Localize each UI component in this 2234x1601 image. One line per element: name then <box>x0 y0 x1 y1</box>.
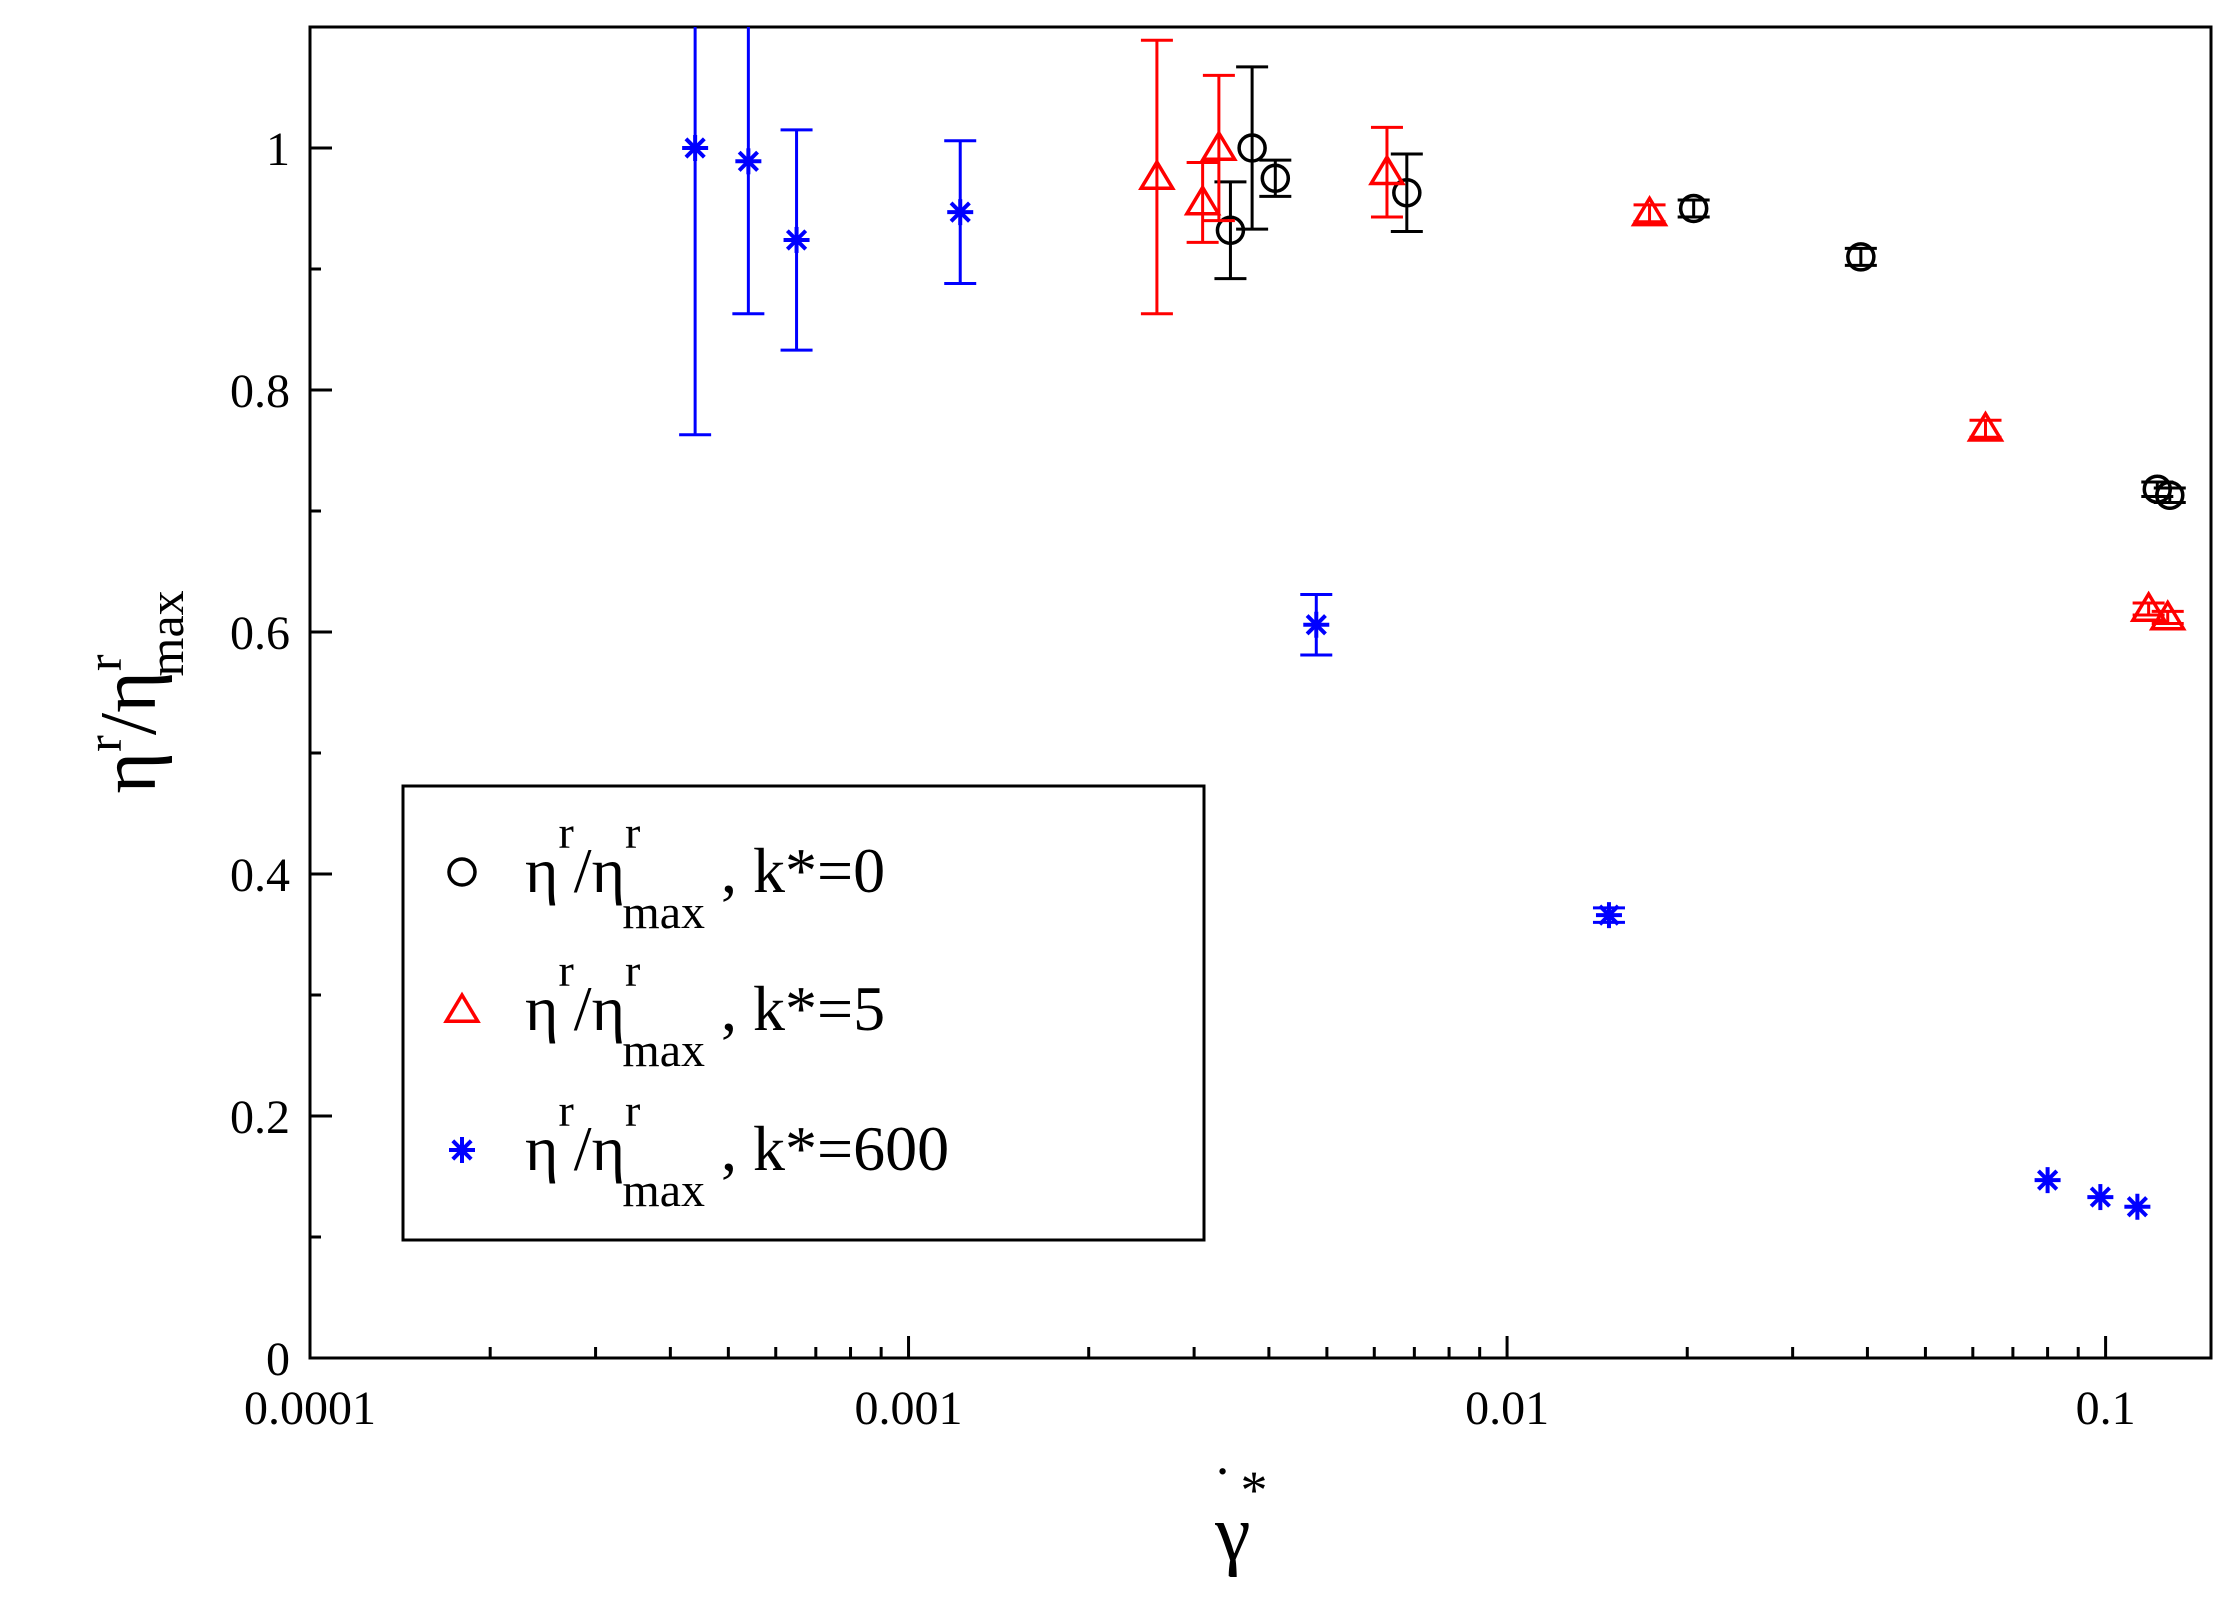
y-tick-label: 0.2 <box>230 1091 290 1144</box>
y-axis-label: ηr/ηr max <box>76 590 194 793</box>
legend-label: ηr/ηr max , k*=0 <box>525 807 885 939</box>
asterisk-stroke <box>2089 1186 2111 1208</box>
x-tick-label: 0.001 <box>855 1382 963 1435</box>
asterisk-stroke <box>737 150 759 172</box>
legend-marker <box>447 857 477 887</box>
series-1 <box>1138 38 2187 631</box>
x-axis-label: γ˙ * <box>1213 1455 1268 1578</box>
data-point <box>735 148 762 175</box>
asterisk-stroke <box>451 1139 473 1161</box>
data-point <box>2124 1193 2151 1220</box>
data-point <box>1200 129 1238 161</box>
data-point <box>783 226 810 253</box>
data-point <box>1595 902 1622 929</box>
data-point <box>1392 178 1422 208</box>
data-point <box>1138 158 1176 191</box>
x-tick-label: 0.1 <box>2076 1382 2136 1435</box>
asterisk-stroke <box>1305 614 1327 636</box>
error-bar <box>1140 38 1173 316</box>
y-axis-label-text: ηr/ηr max <box>76 590 194 793</box>
data-point <box>947 199 974 226</box>
series-0 <box>1214 65 2186 511</box>
legend-marker <box>449 1137 475 1163</box>
error-bar <box>1633 203 1666 224</box>
y-tick-label: 0.4 <box>230 849 290 902</box>
error-bar <box>1236 65 1269 231</box>
legend-entry-0: ηr/ηr max , k*=0 <box>447 807 885 939</box>
data-point <box>2034 1167 2061 1194</box>
asterisk-stroke <box>949 201 971 223</box>
plot-area-border <box>308 25 2213 1360</box>
legend-label: ηr/ηr max , k*=5 <box>525 945 885 1077</box>
data-point <box>682 135 709 161</box>
error-bar <box>1390 152 1423 233</box>
data-point <box>1630 194 1669 227</box>
asterisk-stroke <box>2126 1196 2148 1218</box>
asterisk-stroke <box>2036 1169 2059 1191</box>
asterisk-stroke <box>1598 904 1620 926</box>
data-point <box>2129 590 2168 623</box>
data-point <box>2087 1184 2114 1211</box>
x-tick-label: 0.0001 <box>244 1382 376 1435</box>
data-point <box>2148 599 2187 631</box>
data-point <box>1966 410 2005 442</box>
legend-label: ηr/ηr max , k*=600 <box>525 1085 949 1217</box>
legend-entry-2: ηr/ηr max , k*=600 <box>449 1085 949 1217</box>
x-tick-label: 0.01 <box>1465 1382 1549 1435</box>
legend-entry-1: ηr/ηr max , k*=5 <box>443 945 885 1077</box>
data-point <box>1260 163 1291 193</box>
series-2 <box>679 27 2151 1220</box>
asterisk-stroke <box>684 137 706 159</box>
x-axis-label-text: γ˙ * <box>1213 1455 1268 1578</box>
y-tick-label: 1 <box>266 123 290 176</box>
y-tick-label: 0.8 <box>230 365 290 418</box>
error-bar <box>1370 125 1403 219</box>
legend-box <box>401 784 1206 1242</box>
y-tick-label: 0.6 <box>230 607 290 660</box>
asterisk-stroke <box>785 229 808 251</box>
data-point <box>2155 480 2185 511</box>
legend-marker <box>443 991 481 1023</box>
error-bar <box>1202 73 1235 223</box>
x-axis: 0.0001 0.001 0.01 0.1 <box>244 1336 2136 1435</box>
y-axis: 0 0.2 0.4 0.6 0.8 1 <box>230 25 332 1386</box>
data-point <box>1368 153 1406 186</box>
y-tick-label: 0 <box>266 1333 290 1386</box>
error-bar <box>679 27 712 437</box>
error-bar <box>1186 161 1219 244</box>
data-point <box>1237 133 1267 163</box>
data-point <box>1183 184 1222 216</box>
data-point <box>1678 193 1709 224</box>
data-point <box>1303 611 1330 638</box>
error-bar <box>1969 418 2002 439</box>
data-point <box>1846 242 1876 272</box>
data-marks <box>679 27 2187 1220</box>
plot-frame <box>308 25 2213 1360</box>
legend: ηr/ηr max , k*=0ηr/ηr max , k*=5ηr/ηr max ,… <box>401 784 1206 1242</box>
